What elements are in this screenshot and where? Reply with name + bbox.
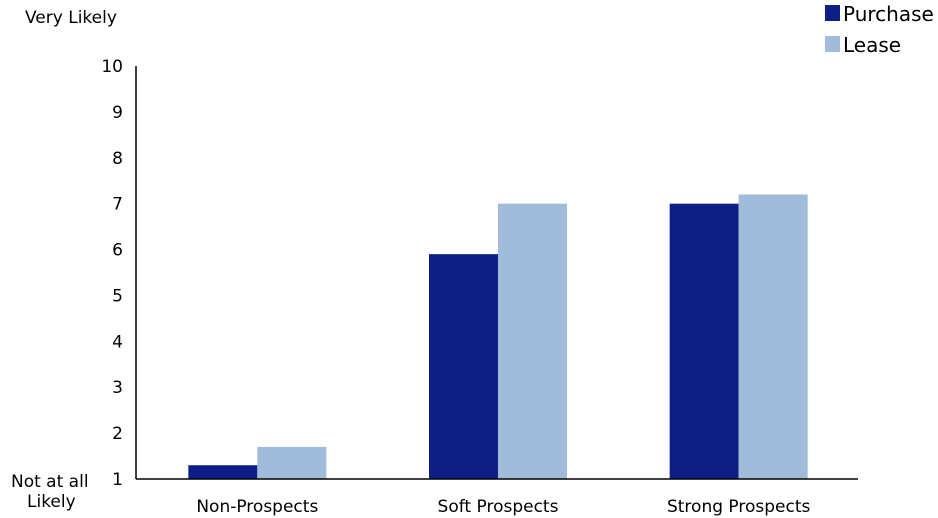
- y-tick-label: 7: [112, 195, 123, 215]
- y-tick-label: 1: [112, 470, 123, 490]
- legend-label-purchase: Purchase: [843, 2, 934, 26]
- bar-lease-non-prospects: [257, 446, 327, 479]
- y-tick-label: 4: [112, 332, 123, 352]
- x-tick-label: Strong Prospects: [667, 497, 811, 517]
- bar-lease-strong-prospects: [738, 194, 808, 479]
- y-tick-label: 6: [112, 241, 123, 261]
- y-axis-bottom-label-line-2: Likely: [27, 492, 76, 512]
- bar-lease-soft-prospects: [498, 203, 567, 479]
- y-tick-label: 10: [101, 57, 123, 77]
- y-tick-label: 9: [112, 103, 123, 123]
- legend-label-lease: Lease: [843, 33, 901, 57]
- legend-swatch-purchase: [825, 5, 840, 21]
- y-tick-label: 5: [112, 286, 123, 306]
- bar-purchase-soft-prospects: [429, 254, 498, 479]
- x-tick-label: Soft Prospects: [438, 497, 559, 517]
- y-axis-bottom-label-line-1: Not at all: [11, 472, 89, 492]
- bar-purchase-non-prospects: [188, 465, 258, 479]
- legend-swatch-lease: [825, 36, 840, 52]
- y-tick-label: 3: [112, 378, 123, 398]
- y-tick-label: 2: [112, 424, 123, 444]
- y-axis-top-label: Very Likely: [25, 8, 117, 28]
- y-axis-ticks: 1 2 3 4 5 6 7 8 9 10: [101, 57, 123, 490]
- y-tick-label: 8: [112, 149, 123, 169]
- bar-purchase-strong-prospects: [669, 203, 739, 479]
- bars: [188, 194, 808, 479]
- x-tick-label: Non-Prospects: [196, 497, 318, 517]
- legend: Purchase Lease: [825, 2, 934, 57]
- x-axis-labels: Non-Prospects Soft Prospects Strong Prospe…: [196, 497, 810, 517]
- y-axis-bottom-label: Not at all Likely: [11, 472, 94, 512]
